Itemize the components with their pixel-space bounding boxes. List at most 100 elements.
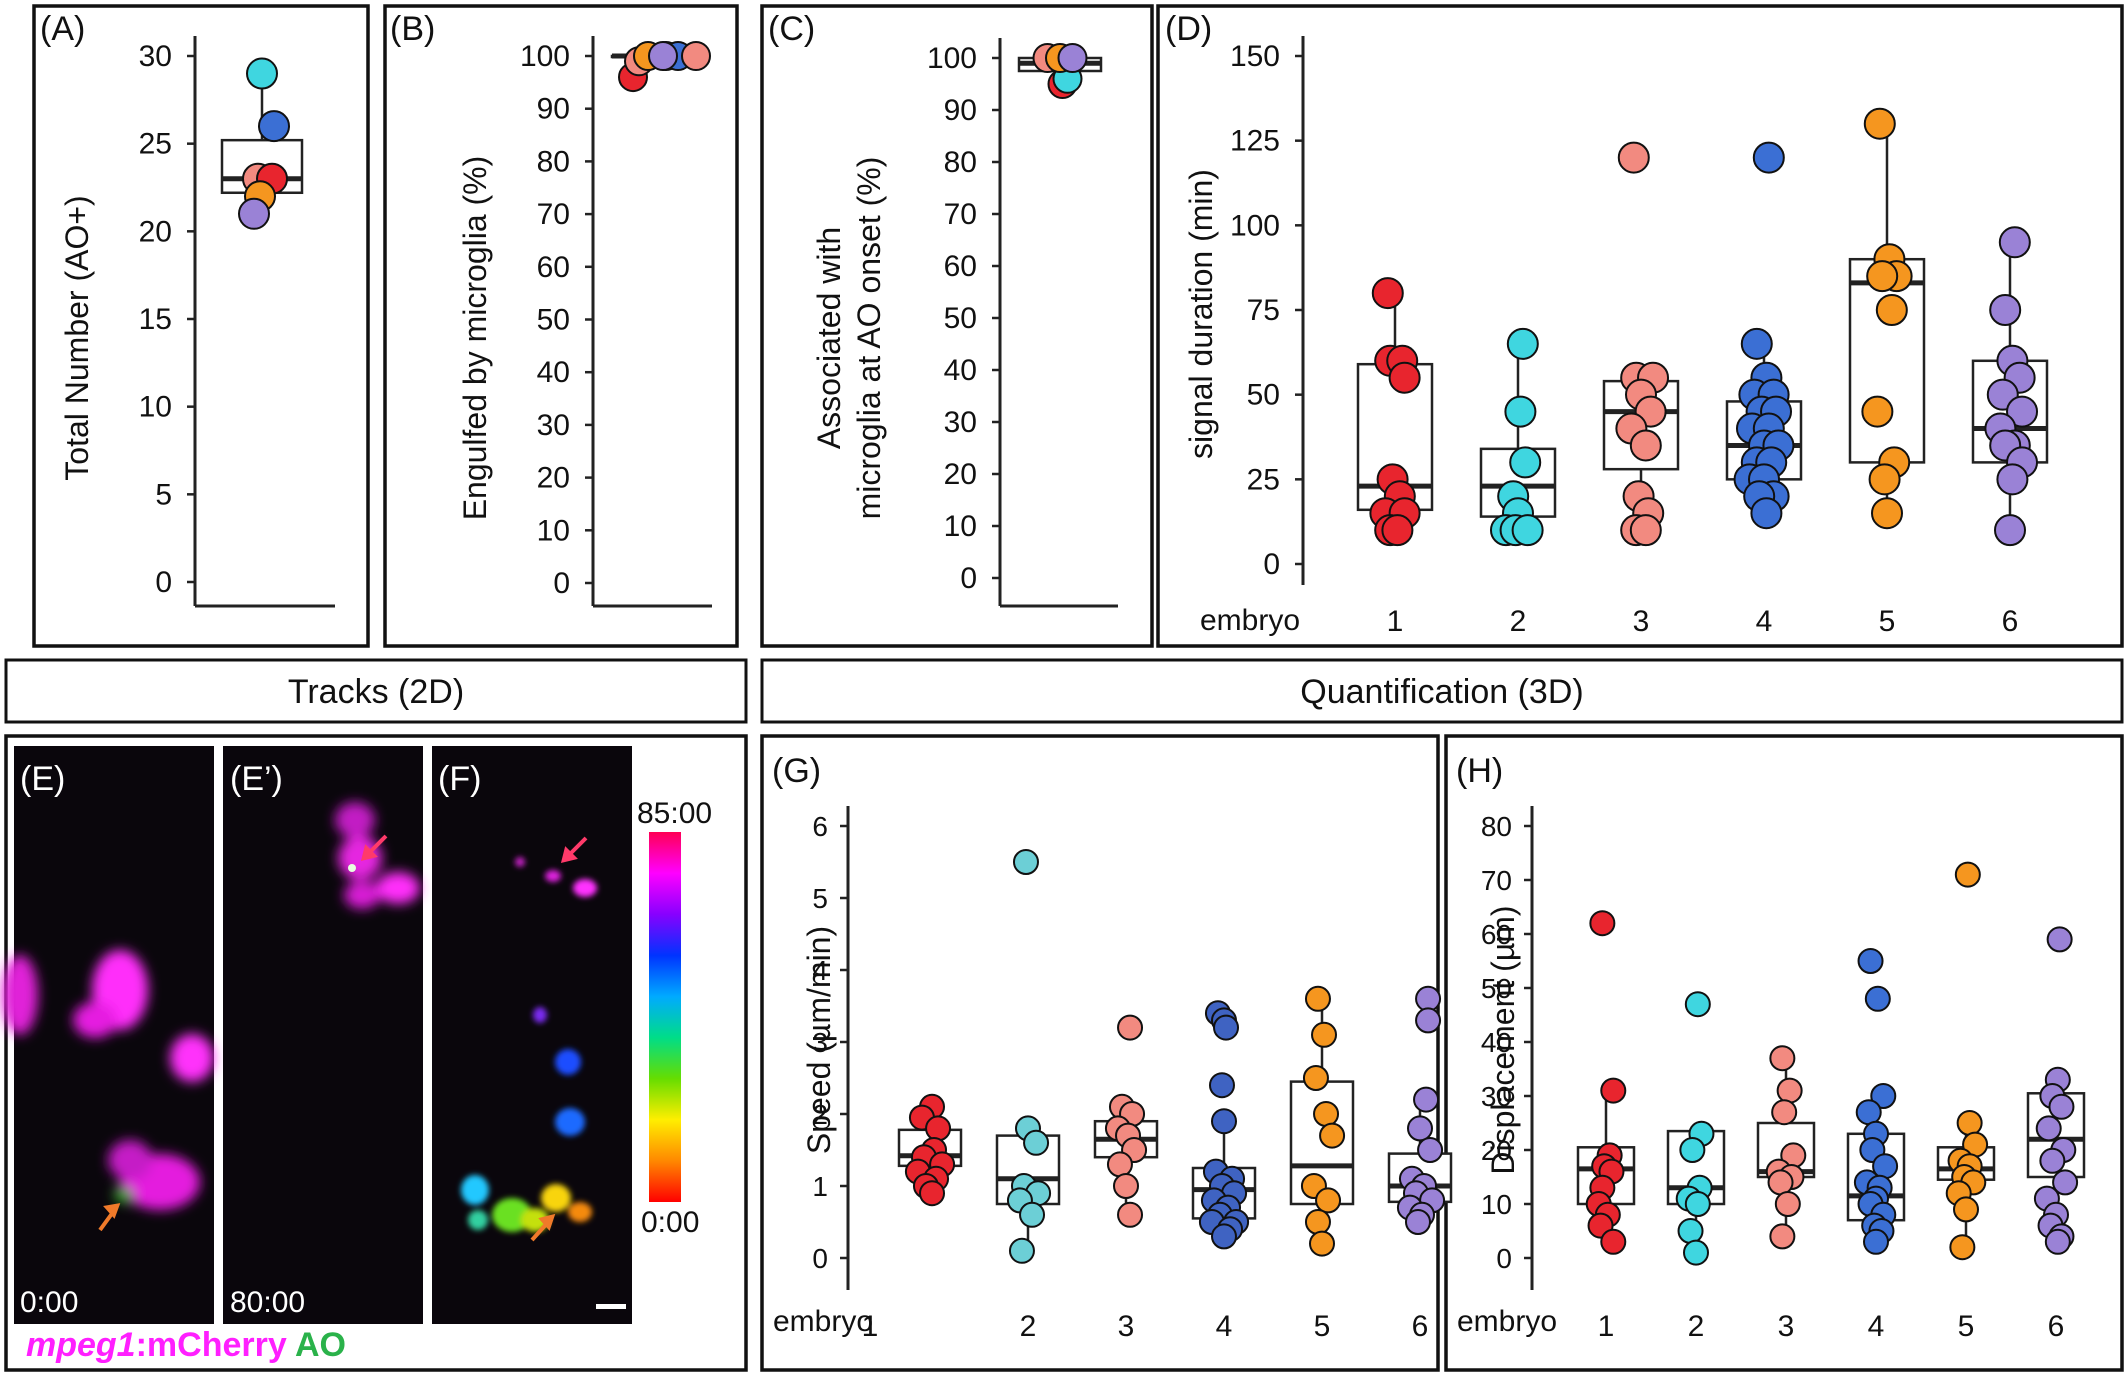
point-H-embryo1 <box>1600 1077 1627 1104</box>
y-tick-label-B: 100 <box>520 40 570 73</box>
point-H-embryo2 <box>1679 1137 1706 1163</box>
y-tick-label-A: 5 <box>155 478 172 511</box>
point-H-embryo6 <box>2046 926 2073 953</box>
ylabel-A: Total Number (AO+) <box>59 195 95 480</box>
x-tick-label-D: 2 <box>1510 605 1527 638</box>
point-D-embryo3 <box>1617 141 1650 174</box>
y-tick-label-G: 6 <box>812 811 828 842</box>
y-tick-label-D: 125 <box>1230 125 1280 158</box>
point-H-embryo2 <box>1684 991 1711 1018</box>
point-H-embryo3 <box>1769 1223 1796 1250</box>
image-E2: (E’) 80:00 <box>223 746 423 1324</box>
xlabel-H: embryo <box>1457 1305 1557 1338</box>
point-G-embryo2 <box>1012 849 1039 875</box>
y-tick-label-B: 90 <box>537 93 570 126</box>
point-D-embryo2 <box>1511 514 1544 547</box>
y-tick-label-G: 4 <box>812 955 828 986</box>
y-tick-label-A: 25 <box>139 128 172 161</box>
legend-gene: mpeg1 <box>26 1326 136 1364</box>
y-tick-label-C: 60 <box>944 250 977 283</box>
point-D-embryo1 <box>1388 361 1421 394</box>
x-tick-label-G: 2 <box>1020 1310 1037 1343</box>
frame-C <box>760 4 1154 648</box>
y-tick-label-G: 5 <box>812 883 828 914</box>
panel-label-A: (A) <box>40 10 85 48</box>
point-G-embryo5 <box>1319 1122 1346 1149</box>
point-H-embryo3 <box>1769 1045 1796 1072</box>
point-G-embryo5 <box>1304 985 1331 1012</box>
y-tick-label-G: 0 <box>812 1243 828 1274</box>
ylabel-D: signal duration (min) <box>1183 169 1219 459</box>
point-D-embryo3 <box>1629 429 1662 462</box>
y-tick-label-D: 25 <box>1247 463 1280 496</box>
point-G-embryo6 <box>1415 1007 1442 1034</box>
point-H-embryo5 <box>1954 861 1981 888</box>
frame-EF <box>4 734 748 1372</box>
x-tick-label-H: 2 <box>1688 1310 1705 1343</box>
panel-label-D: (D) <box>1165 10 1212 48</box>
point-H-embryo1 <box>1600 1228 1627 1255</box>
point-A-embryo6 <box>238 197 270 230</box>
point-D-embryo5 <box>1866 260 1899 293</box>
point-D-embryo2 <box>1504 395 1537 428</box>
y-tick-label-B: 40 <box>537 356 570 389</box>
point-G-embryo3 <box>1117 1014 1144 1041</box>
point-G-embryo5 <box>1313 1101 1340 1127</box>
xlabel-D: embryo <box>1200 604 1300 637</box>
point-G-embryo3 <box>1106 1151 1133 1178</box>
y-tick-label-A: 15 <box>139 303 172 336</box>
y-tick-label-C: 80 <box>944 146 977 179</box>
y-tick-label-B: 0 <box>553 567 570 600</box>
header-tracks: Tracks (2D) <box>288 673 464 711</box>
y-tick-label-D: 150 <box>1230 40 1280 73</box>
frame-tracks-header <box>4 658 748 724</box>
y-tick-label-C: 100 <box>927 42 977 75</box>
point-G-embryo2 <box>1008 1237 1035 1264</box>
point-H-embryo5 <box>1949 1234 1976 1261</box>
point-H-embryo6 <box>2044 1228 2071 1255</box>
y-tick-label-A: 0 <box>155 566 172 599</box>
y-tick-label-B: 30 <box>537 409 570 442</box>
point-G-embryo5 <box>1309 1230 1335 1257</box>
point-H-embryo6 <box>2039 1147 2066 1174</box>
y-tick-label-B: 10 <box>537 514 570 547</box>
frame-H <box>1444 734 2124 1372</box>
y-tick-label-G: 2 <box>812 1099 828 1130</box>
point-H-embryo2 <box>1683 1239 1709 1266</box>
point-H-embryo3 <box>1767 1169 1794 1196</box>
point-G-embryo4 <box>1208 1072 1235 1099</box>
y-tick-label-B: 20 <box>537 462 570 495</box>
y-tick-label-H: 70 <box>1481 865 1512 896</box>
point-G-embryo3 <box>1117 1201 1144 1228</box>
point-H-embryo4 <box>1864 985 1891 1012</box>
y-tick-label-A: 10 <box>139 391 172 424</box>
point-D-embryo3 <box>1629 514 1662 547</box>
y-tick-label-H: 50 <box>1481 973 1512 1004</box>
point-H-embryo2 <box>1677 1218 1704 1244</box>
point-G-embryo1 <box>925 1115 952 1142</box>
y-tick-label-C: 70 <box>944 198 977 231</box>
point-H-embryo3 <box>1771 1099 1798 1126</box>
legend-ao: AO <box>295 1326 346 1364</box>
point-B-embryo3 <box>681 41 711 71</box>
image-E: (E) 0:00 <box>2 746 214 1324</box>
point-H-embryo4 <box>1870 1083 1897 1109</box>
point-D-embryo1 <box>1371 277 1404 310</box>
y-tick-label-C: 50 <box>944 302 977 335</box>
ylabel-H: Displacement (µm) <box>1485 905 1521 1174</box>
point-A-embryo4 <box>258 110 290 143</box>
y-tick-label-H: 0 <box>1496 1243 1512 1274</box>
y-tick-label-G: 1 <box>812 1171 828 1202</box>
F-label: (F) <box>438 760 481 798</box>
point-D-embryo6 <box>2006 395 2039 428</box>
x-tick-label-G: 6 <box>1412 1310 1429 1343</box>
y-tick-label-A: 30 <box>139 40 172 73</box>
header-quantification: Quantification (3D) <box>1300 673 1583 711</box>
x-tick-label-D: 5 <box>1879 605 1896 638</box>
y-tick-label-C: 30 <box>944 406 977 439</box>
ylabel-B: Engulfed by microglia (%) <box>457 156 493 521</box>
point-G-embryo6 <box>1415 985 1442 1012</box>
panel-label-B: (B) <box>390 10 435 48</box>
y-tick-label-H: 10 <box>1481 1189 1512 1220</box>
point-D-embryo5 <box>1875 294 1908 326</box>
